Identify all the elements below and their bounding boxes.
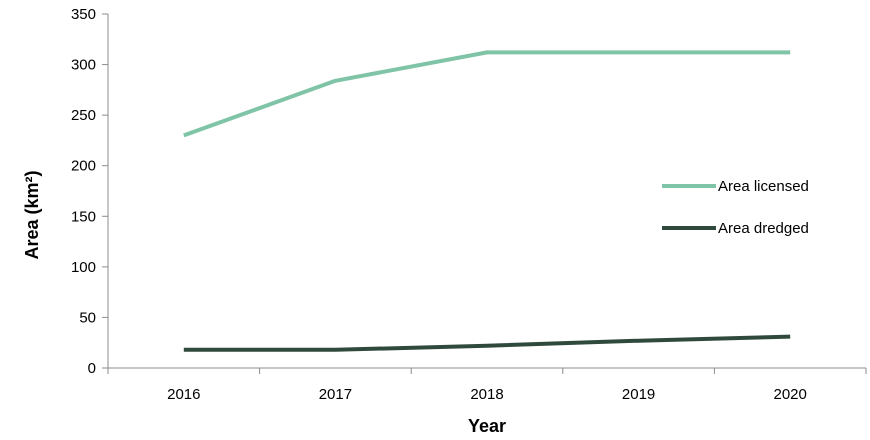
y-tick-label: 50: [79, 309, 96, 326]
y-axis-title: Area (km²): [22, 170, 42, 259]
x-tick-label: 2017: [319, 386, 352, 403]
y-tick-label: 200: [71, 158, 96, 175]
y-tick-label: 300: [71, 57, 96, 74]
y-tick-label: 150: [71, 208, 96, 225]
y-axis: 0 50 100 150 200 250 300 350: [71, 6, 109, 377]
x-axis-title: Year: [468, 416, 506, 436]
legend-label-1: Area dredged: [718, 220, 809, 237]
y-tick-label: 100: [71, 259, 96, 276]
x-tick-label: 2016: [167, 386, 200, 403]
legend: Area licensed Area dredged: [662, 178, 809, 237]
x-tick-label: 2020: [774, 386, 807, 403]
y-tick-label: 0: [88, 360, 96, 377]
x-tick-label: 2019: [622, 386, 655, 403]
series-layer: [183, 50, 791, 352]
x-axis: 2016 2017 2018 2019 2020: [107, 367, 867, 403]
series-line-0: [183, 50, 791, 138]
legend-label-0: Area licensed: [718, 178, 809, 195]
x-tick-label: 2018: [470, 386, 503, 403]
y-tick-label: 350: [71, 6, 96, 23]
y-tick-label: 250: [71, 107, 96, 124]
series-line-1: [183, 334, 791, 352]
